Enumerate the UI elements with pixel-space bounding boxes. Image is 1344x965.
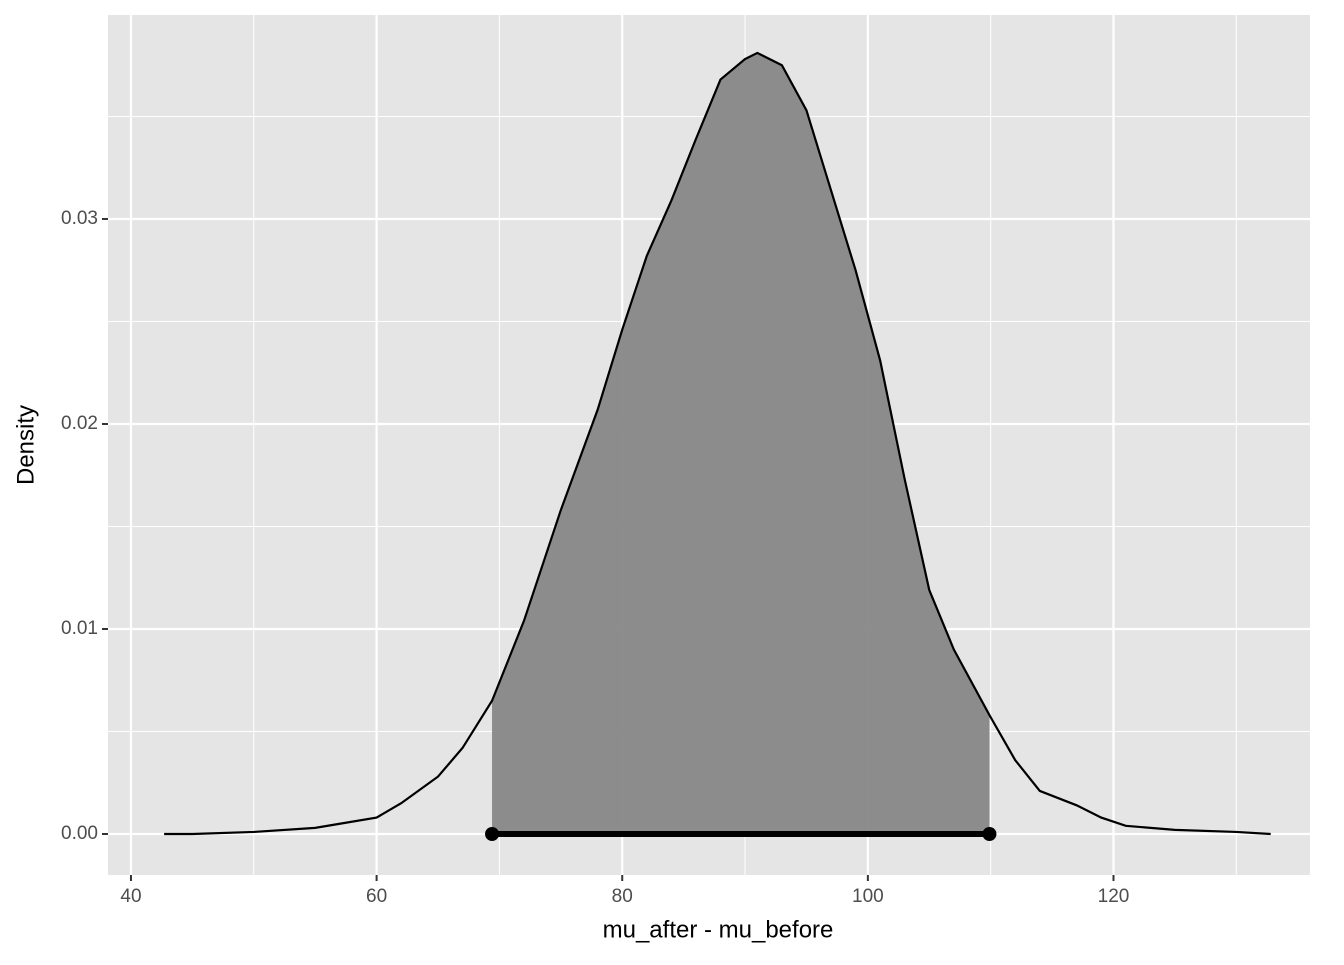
interval-end [982, 826, 997, 841]
y-tick-label: 0.00 [61, 823, 98, 844]
y-tick-label: 0.01 [61, 618, 98, 639]
x-tick-label: 60 [366, 886, 387, 907]
x-tick-label: 120 [1098, 886, 1130, 907]
interval-end [485, 826, 500, 841]
density-line [164, 51, 1271, 836]
y-axis-title: Density [12, 405, 39, 485]
x-tick-label: 40 [120, 886, 141, 907]
y-tick-label: 0.02 [61, 413, 98, 434]
x-tick-label: 100 [852, 886, 884, 907]
y-tick-label: 0.03 [61, 208, 98, 229]
x-axis-title: mu_after - mu_before [603, 916, 834, 943]
x-tick-label: 80 [612, 886, 633, 907]
interval-area [492, 52, 990, 834]
